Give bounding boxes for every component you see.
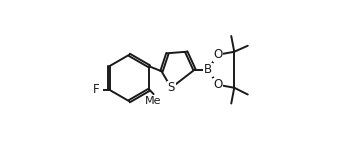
- Text: F: F: [93, 83, 100, 96]
- Text: O: O: [213, 48, 222, 61]
- Text: B: B: [204, 63, 212, 76]
- Text: O: O: [213, 78, 222, 91]
- Text: Me: Me: [145, 96, 162, 106]
- Text: S: S: [168, 81, 175, 94]
